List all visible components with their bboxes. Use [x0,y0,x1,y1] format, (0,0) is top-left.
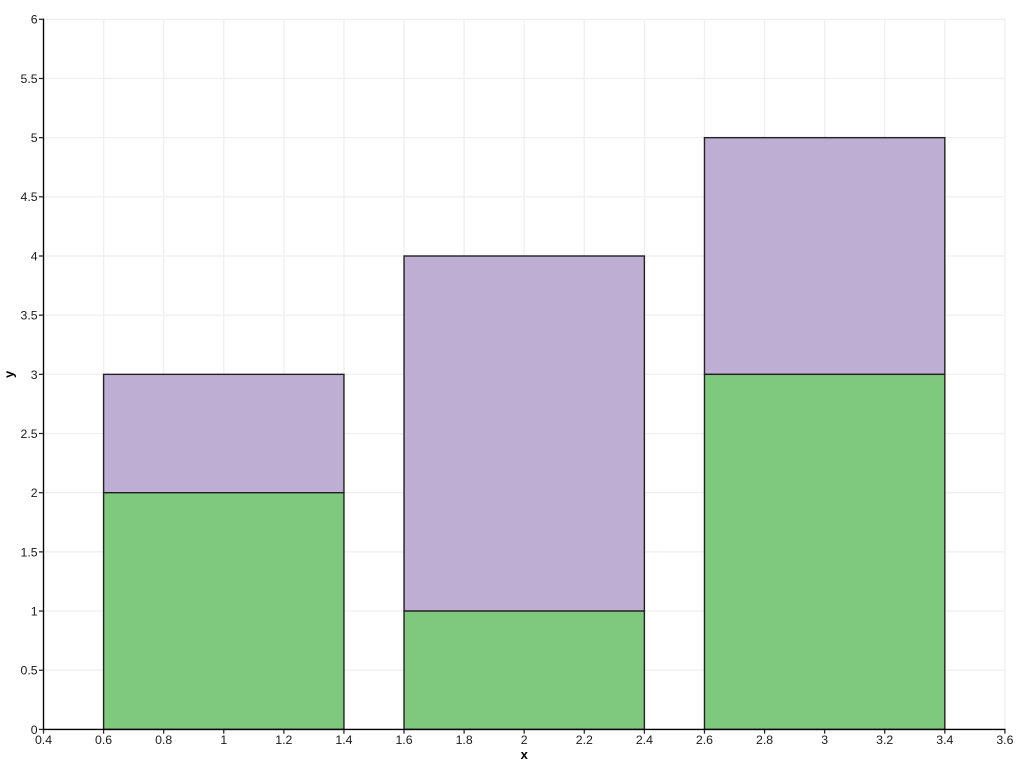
svg-text:3.2: 3.2 [876,733,893,747]
svg-text:0.8: 0.8 [155,733,172,747]
svg-text:1.5: 1.5 [20,545,37,559]
svg-text:5: 5 [31,131,38,145]
svg-text:2.4: 2.4 [636,733,653,747]
svg-text:1: 1 [220,733,227,747]
svg-text:3.6: 3.6 [996,733,1013,747]
svg-text:1.8: 1.8 [456,733,473,747]
svg-text:2.6: 2.6 [696,733,713,747]
svg-text:3: 3 [31,368,38,382]
svg-text:1: 1 [31,604,38,618]
svg-text:0.5: 0.5 [20,664,37,678]
svg-text:1.6: 1.6 [395,733,412,747]
svg-text:2: 2 [31,486,38,500]
svg-text:1.2: 1.2 [275,733,292,747]
svg-text:2.5: 2.5 [20,427,37,441]
svg-text:4.5: 4.5 [20,190,37,204]
svg-text:3.4: 3.4 [936,733,953,747]
svg-text:3.5: 3.5 [20,309,37,323]
svg-text:5.5: 5.5 [20,72,37,86]
svg-text:0.6: 0.6 [95,733,112,747]
svg-text:x: x [521,747,529,762]
svg-text:2: 2 [521,733,528,747]
svg-text:1.4: 1.4 [335,733,352,747]
svg-text:4: 4 [31,249,38,263]
svg-text:2.8: 2.8 [756,733,773,747]
svg-text:0.4: 0.4 [35,733,52,747]
svg-text:3: 3 [821,733,828,747]
svg-text:y: y [2,370,17,378]
svg-text:0: 0 [31,723,38,737]
svg-text:2.2: 2.2 [576,733,593,747]
svg-text:6: 6 [31,13,38,27]
